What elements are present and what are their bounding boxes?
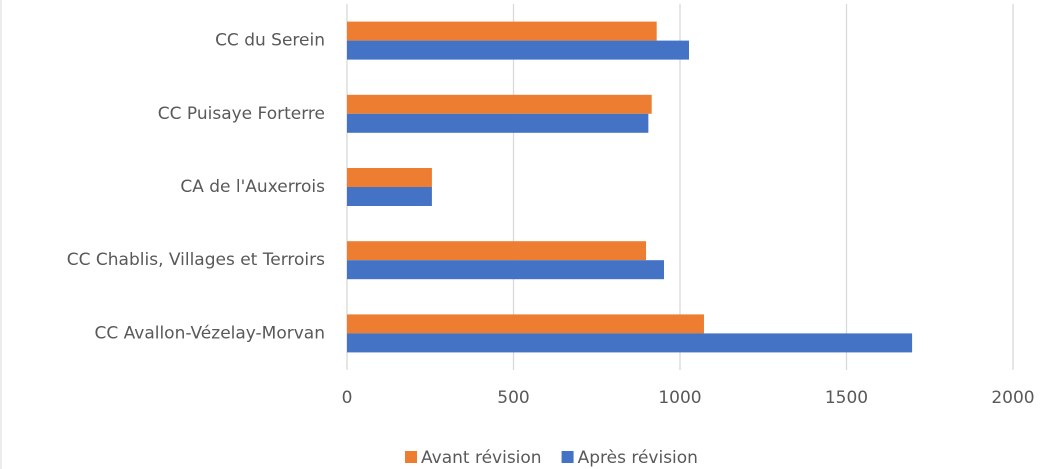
bar	[347, 40, 689, 60]
bar	[347, 21, 657, 41]
legend-label: Avant révision	[421, 448, 542, 468]
bar	[347, 113, 649, 133]
bar	[347, 241, 647, 261]
bar	[347, 333, 913, 353]
x-tick-label: 1000	[658, 388, 701, 408]
y-tick-label: CA de l'Auxerrois	[180, 177, 325, 197]
y-tick-label: CC Puisaye Forterre	[158, 104, 325, 124]
bar	[347, 187, 432, 206]
bar	[347, 260, 665, 280]
x-tick-label: 500	[497, 388, 529, 408]
legend-swatch	[405, 451, 417, 463]
bar	[347, 168, 432, 187]
y-tick-label: CC Avallon-Vézelay-Morvan	[94, 323, 325, 343]
x-tick-label: 0	[342, 388, 353, 408]
legend-label: Après révision	[578, 448, 698, 468]
bar	[347, 94, 652, 114]
x-tick-label: 1500	[825, 388, 868, 408]
legend-swatch	[561, 451, 574, 463]
x-tick-label: 2000	[991, 388, 1034, 408]
bar	[347, 314, 704, 334]
y-tick-label: CC Chablis, Villages et Terroirs	[67, 250, 325, 270]
y-tick-label: CC du Serein	[215, 31, 325, 51]
